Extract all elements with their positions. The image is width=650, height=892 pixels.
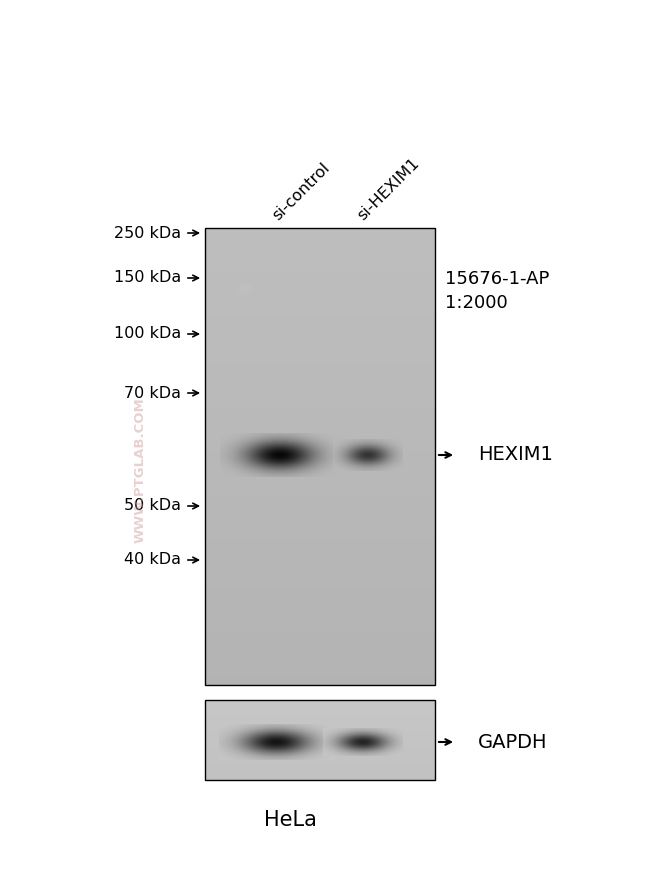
Text: si-control: si-control xyxy=(269,160,332,223)
Text: 150 kDa: 150 kDa xyxy=(114,270,181,285)
Text: HEXIM1: HEXIM1 xyxy=(478,445,553,465)
Text: GAPDH: GAPDH xyxy=(478,732,547,751)
Bar xyxy=(205,228,435,685)
Text: 70 kDa: 70 kDa xyxy=(124,385,181,401)
Text: 50 kDa: 50 kDa xyxy=(124,499,181,514)
Bar xyxy=(205,700,435,780)
Text: si-HEXIM1: si-HEXIM1 xyxy=(354,155,422,223)
Text: 250 kDa: 250 kDa xyxy=(114,226,181,241)
Text: 100 kDa: 100 kDa xyxy=(114,326,181,342)
Text: HeLa: HeLa xyxy=(263,810,317,830)
Text: WWW.PTGLAB.COM: WWW.PTGLAB.COM xyxy=(133,397,146,543)
Text: 15676-1-AP
1:2000: 15676-1-AP 1:2000 xyxy=(445,270,549,311)
Text: 40 kDa: 40 kDa xyxy=(124,552,181,567)
